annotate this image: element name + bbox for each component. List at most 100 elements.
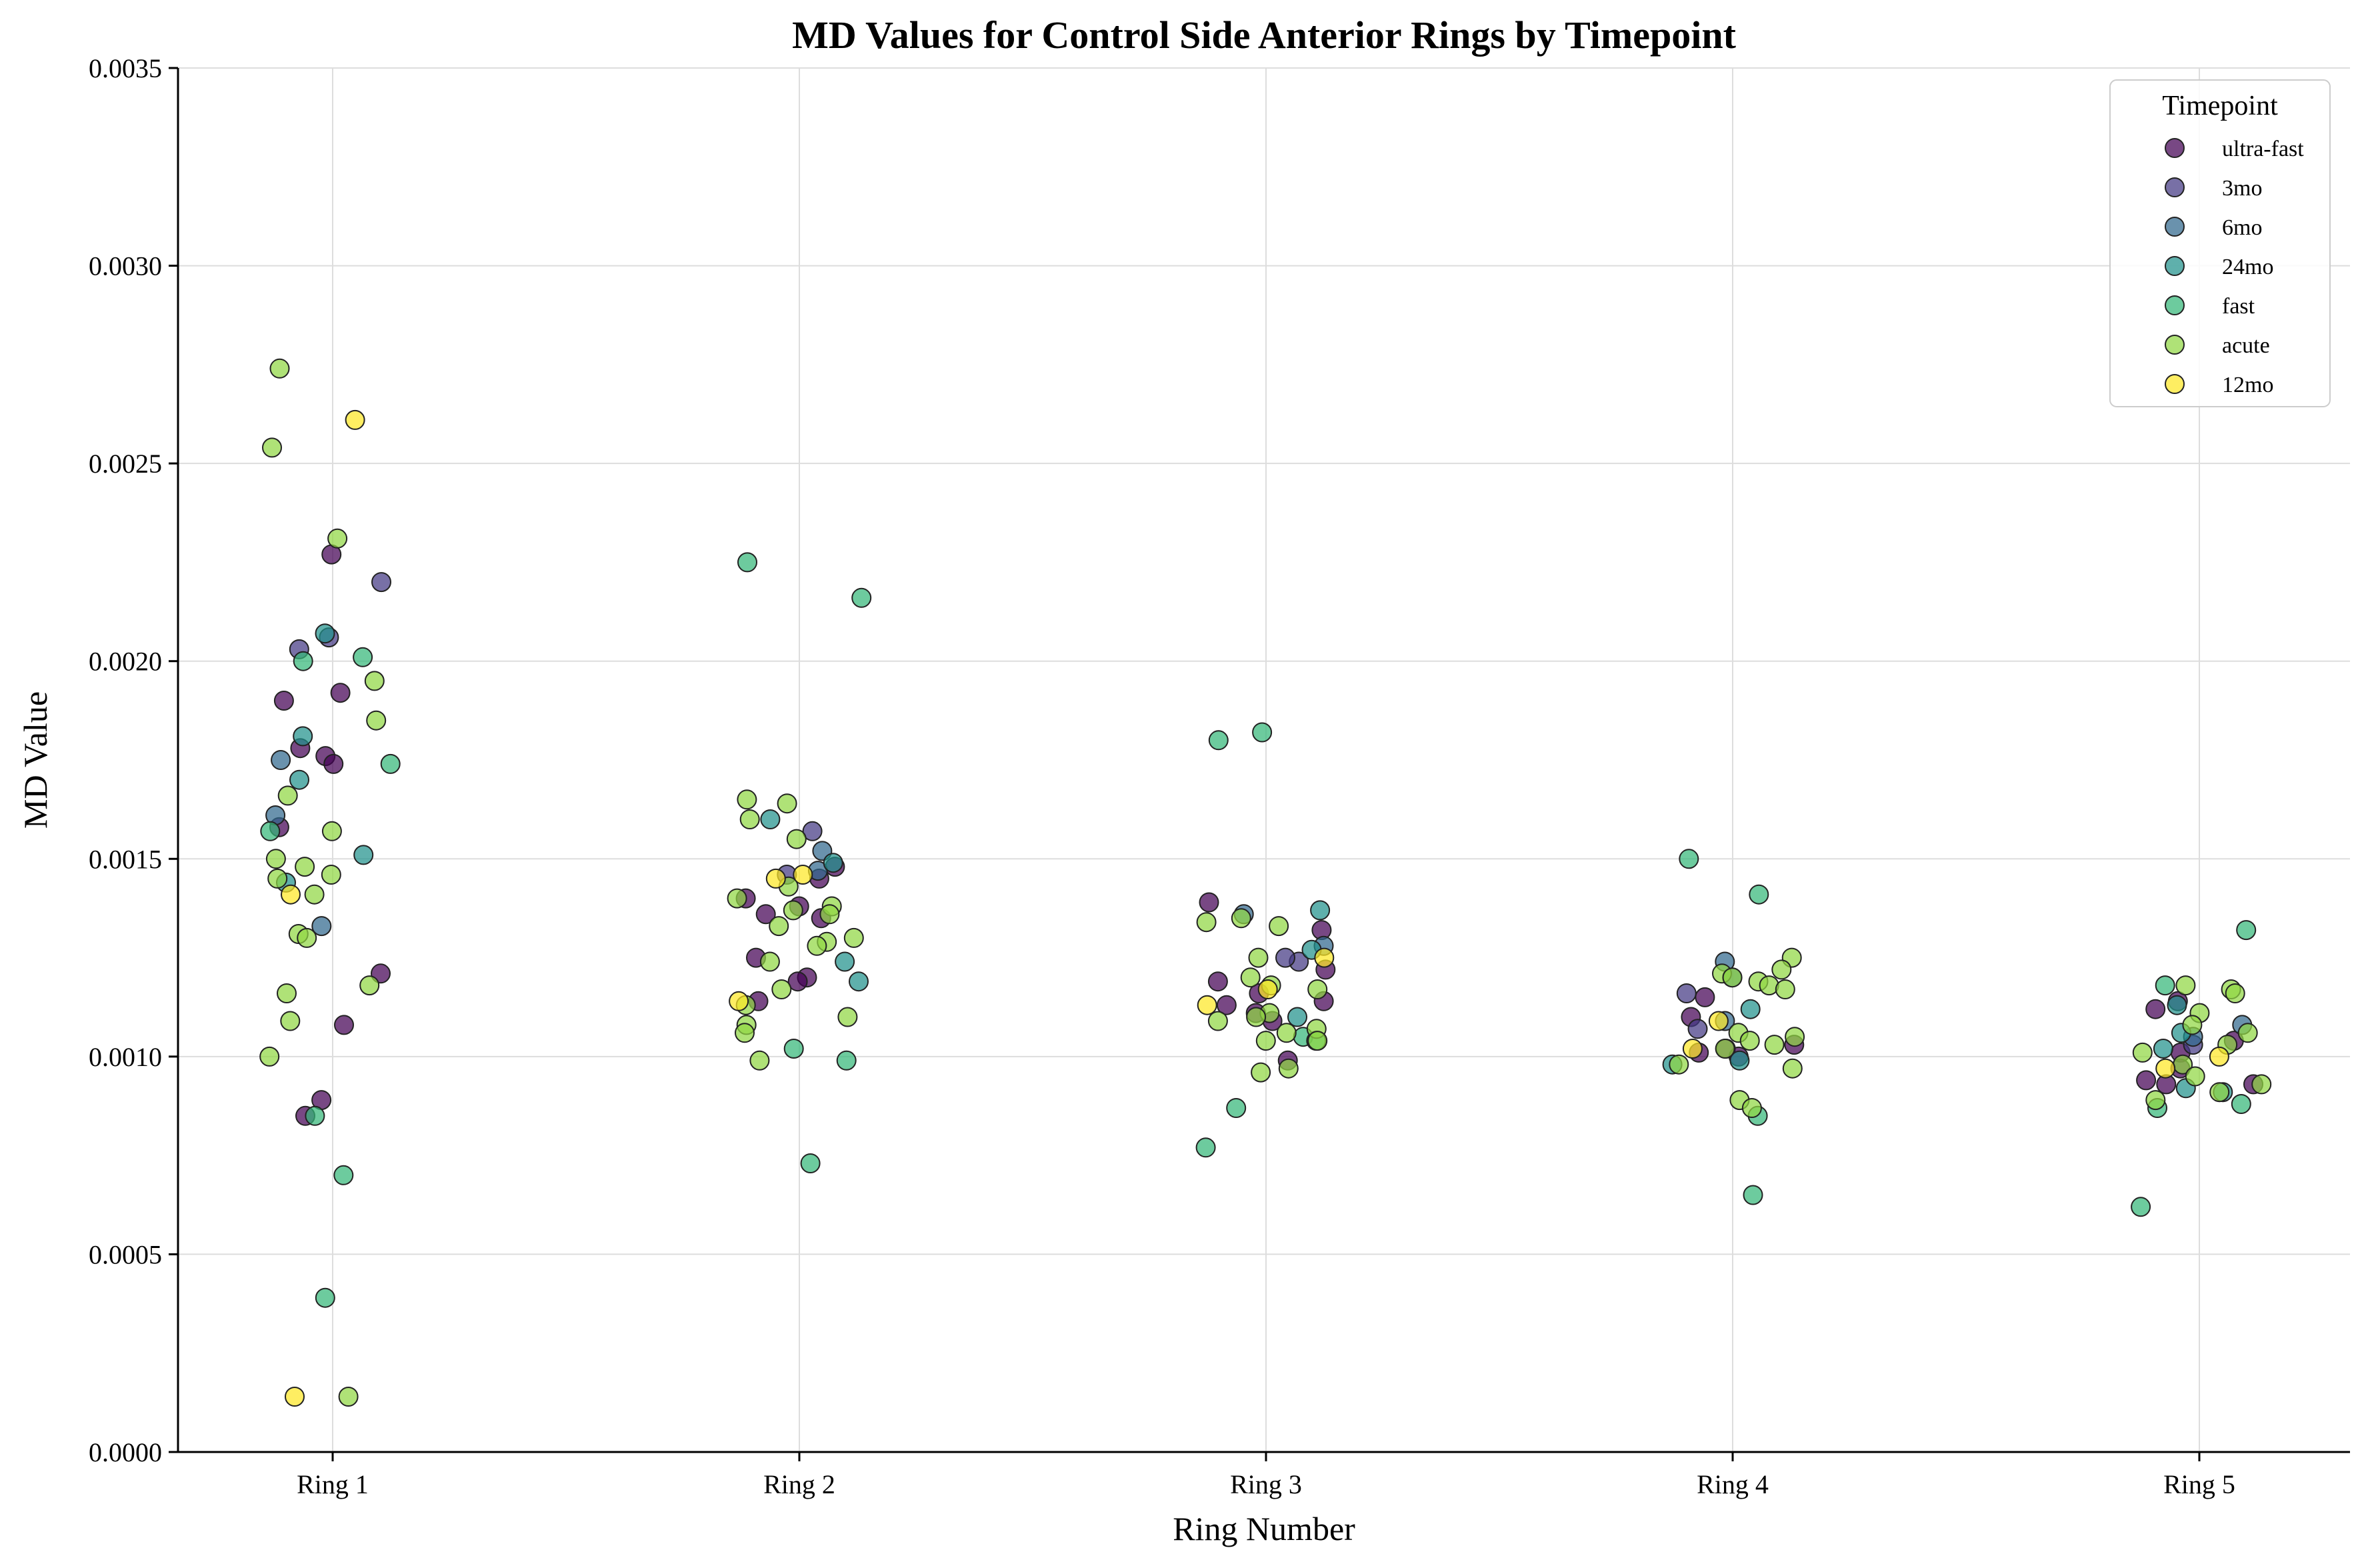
data-point (323, 753, 344, 774)
data-point (1199, 892, 1219, 913)
data-point (2231, 1094, 2251, 1114)
legend-label: 6mo (2222, 215, 2262, 240)
data-point (1216, 995, 1237, 1015)
data-point (787, 971, 808, 992)
legend-label: ultra-fast (2222, 137, 2304, 161)
data-point (2251, 1074, 2272, 1095)
data-point (353, 647, 373, 667)
data-point (2145, 999, 2166, 1019)
data-point (1676, 983, 1697, 1003)
data-point (285, 1387, 305, 1407)
data-point (1196, 912, 1217, 933)
y-tick-label: 0.0025 (89, 449, 162, 479)
legend-title: Timepoint (2162, 91, 2278, 121)
data-point (277, 983, 297, 1003)
data-point (1276, 1023, 1297, 1043)
data-point (777, 793, 797, 814)
data-point (1310, 900, 1331, 921)
legend: Timepoint ultra-fast 3mo 6mo 24mo fast acute 1… (2109, 79, 2331, 407)
data-point (837, 1007, 858, 1027)
y-tick-label: 0.0000 (89, 1437, 162, 1467)
data-point (807, 935, 827, 956)
data-point (1749, 884, 1769, 905)
data-point (334, 1015, 354, 1035)
data-point (2182, 1015, 2203, 1035)
data-point (786, 829, 807, 849)
data-point (345, 409, 365, 430)
data-point (755, 904, 776, 925)
data-point (802, 821, 823, 841)
data-point (271, 750, 291, 770)
data-point (1307, 979, 1328, 999)
data-point (2155, 975, 2175, 996)
data-point (2185, 1066, 2205, 1087)
data-point (739, 809, 760, 829)
legend-label: fast (2222, 294, 2255, 319)
data-point (851, 587, 872, 608)
x-tick-label: Ring 1 (297, 1469, 369, 1499)
x-tick-label: Ring 2 (763, 1469, 835, 1499)
legend-marker (2165, 256, 2185, 276)
data-point (2175, 975, 2196, 996)
data-point (1785, 1027, 1805, 1047)
x-axis-label: Ring Number (1173, 1510, 1355, 1547)
data-point (1687, 1019, 1708, 1039)
legend-items: ultra-fast 3mo 6mo 24mo fast acute 12mo (2165, 137, 2304, 397)
x-tick-label: Ring 3 (1230, 1469, 1302, 1499)
data-point (1287, 1007, 1307, 1027)
data-point (315, 1287, 335, 1308)
data-point (327, 528, 348, 549)
data-point (330, 683, 351, 703)
data-point (364, 671, 385, 691)
data-point (353, 845, 374, 865)
data-point (304, 884, 325, 905)
legend-label: acute (2222, 333, 2270, 358)
x-tick-label: Ring 4 (1697, 1469, 1769, 1499)
data-point (823, 853, 843, 873)
data-point (1207, 1011, 1228, 1031)
data-point (280, 1011, 301, 1031)
data-point (321, 865, 341, 885)
legend-marker (2165, 138, 2185, 158)
data-point (2209, 1046, 2229, 1067)
y-axis-label: MD Value (17, 691, 54, 829)
data-point (315, 623, 335, 644)
data-point (380, 753, 401, 774)
data-point (295, 857, 315, 877)
data-point (1257, 979, 1278, 999)
y-tick-label: 0.0035 (89, 53, 162, 83)
data-point (1669, 1054, 1689, 1075)
data-point (760, 809, 781, 829)
data-point (769, 916, 789, 937)
data-point (1314, 947, 1335, 968)
legend-label: 3mo (2222, 176, 2262, 201)
data-point (297, 927, 317, 948)
chart-title: MD Values for Control Side Anterior Ring… (792, 13, 1737, 57)
data-point (1708, 1011, 1729, 1031)
data-point (737, 552, 757, 573)
y-tick-label: 0.0020 (89, 647, 162, 677)
data-point (277, 785, 298, 806)
axes (177, 68, 2350, 1453)
data-point (371, 572, 391, 593)
data-point (1251, 1062, 1271, 1083)
y-tick-label: 0.0010 (89, 1042, 162, 1072)
data-point (735, 1023, 755, 1043)
data-point (259, 1046, 280, 1067)
data-point (836, 1050, 857, 1071)
data-point (2167, 995, 2187, 1015)
data-point (1248, 947, 1269, 968)
data-point (771, 979, 792, 999)
data-point (1771, 959, 1792, 980)
data-point (727, 888, 747, 909)
data-point (1195, 1137, 1216, 1158)
data-point (783, 900, 803, 921)
data-point (843, 927, 864, 948)
data-point (1275, 947, 1295, 968)
data-point (281, 884, 301, 905)
legend-frame (2109, 79, 2331, 407)
data-point (1278, 1058, 1299, 1079)
x-tick-label: Ring 5 (2163, 1469, 2235, 1499)
data-point (293, 651, 313, 671)
data-point (2145, 1090, 2166, 1111)
